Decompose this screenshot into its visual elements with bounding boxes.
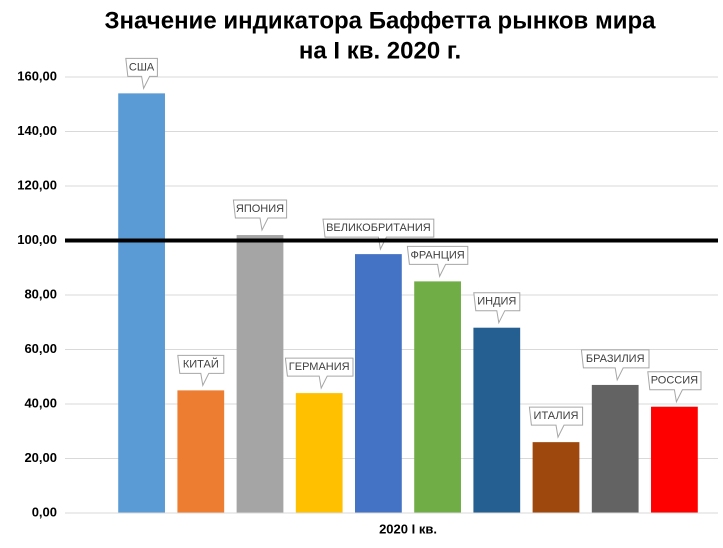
data-label: КИТАЙ bbox=[183, 357, 219, 370]
bar bbox=[651, 406, 698, 513]
bar bbox=[118, 93, 165, 513]
y-tick-label: 60,00 bbox=[24, 341, 57, 356]
data-label: ЯПОНИЯ bbox=[236, 203, 284, 215]
bar bbox=[591, 384, 639, 513]
label-callout bbox=[406, 245, 469, 278]
label-callout bbox=[528, 406, 584, 439]
label-callout bbox=[177, 354, 225, 387]
data-label: РОССИЯ bbox=[651, 375, 698, 387]
data-label: ВЕЛИКОБРИТАНИЯ bbox=[326, 222, 431, 234]
y-tick-label: 100,00 bbox=[17, 232, 57, 247]
bar bbox=[355, 254, 402, 513]
bar bbox=[295, 393, 343, 513]
label-callout bbox=[473, 292, 521, 325]
bar bbox=[236, 235, 284, 514]
data-label: ФРАНЦИЯ bbox=[410, 249, 464, 261]
y-tick-label: 160,00 bbox=[17, 68, 57, 83]
bar bbox=[532, 442, 580, 513]
y-tick-label: 40,00 bbox=[24, 395, 57, 410]
x-tick-label: 2020 I кв. bbox=[379, 521, 437, 536]
data-label: БРАЗИЛИЯ bbox=[586, 353, 645, 365]
data-label: ГЕРМАНИЯ bbox=[289, 361, 350, 373]
label-callout bbox=[322, 218, 435, 251]
chart-title: Значение индикатора Баффетта рынков мира bbox=[105, 7, 657, 34]
label-callout bbox=[580, 349, 650, 382]
data-label: ИНДИЯ bbox=[477, 296, 516, 308]
label-callout bbox=[284, 357, 354, 390]
data-label: США bbox=[129, 61, 155, 73]
chart-title: на I кв. 2020 г. bbox=[299, 37, 461, 64]
y-tick-label: 20,00 bbox=[24, 450, 57, 465]
bar bbox=[177, 390, 225, 513]
label-callout bbox=[232, 199, 288, 232]
y-tick-label: 140,00 bbox=[17, 123, 57, 138]
bar bbox=[473, 327, 521, 513]
y-tick-label: 0,00 bbox=[32, 504, 57, 519]
y-tick-label: 120,00 bbox=[17, 177, 57, 192]
bar bbox=[414, 281, 461, 513]
label-callout bbox=[125, 57, 158, 90]
label-callout bbox=[647, 371, 702, 404]
y-tick-label: 80,00 bbox=[24, 286, 57, 301]
data-label: ИТАЛИЯ bbox=[534, 410, 579, 422]
